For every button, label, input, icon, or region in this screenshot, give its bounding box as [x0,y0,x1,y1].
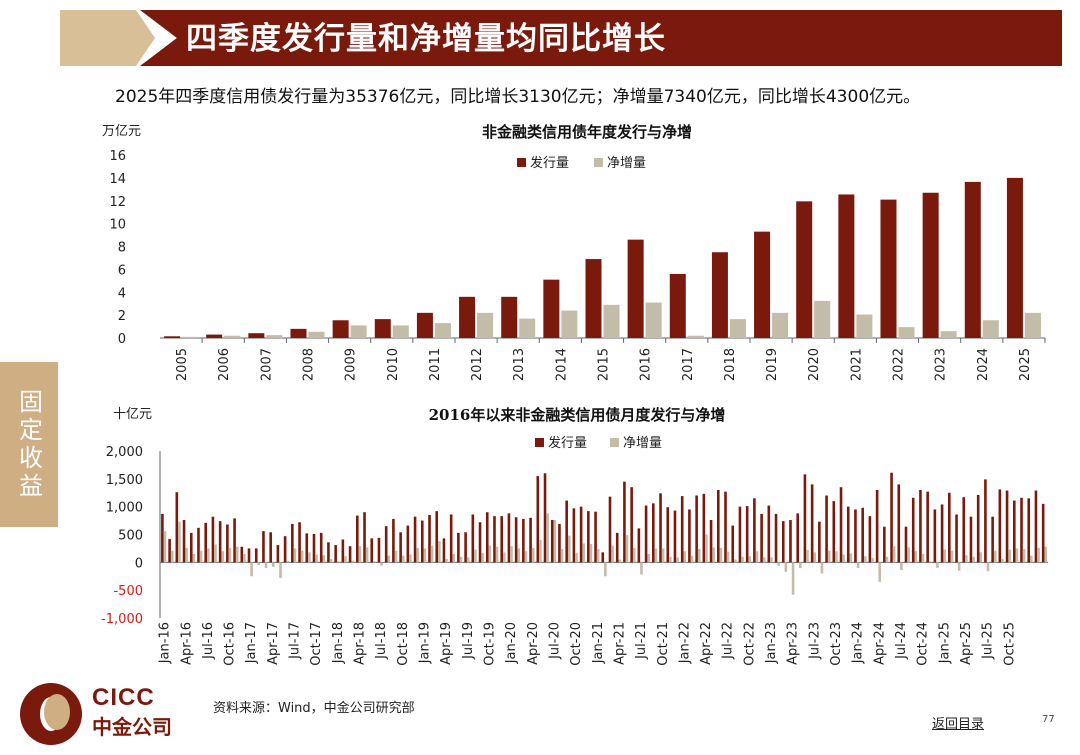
annual-y-tick-label: 10 [109,218,126,233]
annual-bar-net [687,335,704,338]
annual-bar-issuance [754,231,771,338]
annual-bar-issuance [459,296,476,338]
annual-y-unit: 万亿元 [102,124,141,139]
annual-x-tick-label: 2010 [386,348,401,381]
annual-bar-net [856,314,873,338]
annual-x-tick-label: 2013 [512,348,527,381]
header-banner [140,10,1062,66]
annual-bar-net [224,335,241,338]
annual-x-tick-label: 2011 [428,348,443,381]
annual-bar-net [434,323,451,338]
annual-x-tick-label: 2009 [344,348,359,381]
annual-y-tick-label: 16 [109,149,126,164]
annual-bar-issuance [796,201,813,338]
annual-bar-issuance [290,328,307,338]
annual-bar-net [814,300,831,338]
annual-bar-net [350,325,367,338]
annual-x-tick-label: 2007 [259,348,274,381]
annual-bar-issuance [164,336,181,338]
annual-bar-net [772,312,789,338]
annual-y-tick-label: 2 [118,309,126,324]
annual-x-tick-label: 2006 [217,348,232,381]
annual-bar-issuance [248,333,265,338]
header-gold-chevron [60,10,155,66]
source-note: 资料来源：Wind，中金公司研究部 [213,701,415,716]
annual-bar-issuance [1006,177,1023,338]
annual-bar-net [982,320,999,338]
annual-legend: 发行量 净增量 [517,155,646,171]
annual-bar-net [308,331,325,338]
annual-x-tick-label: 2020 [807,348,822,381]
annual-x-tick-label: 2025 [1018,348,1033,381]
logo-text-en: CICC [92,684,155,711]
annual-bar-issuance [206,334,223,338]
annual-bar-issuance [543,279,560,338]
annual-bar-net [1024,312,1041,338]
annual-y-tick-label: 6 [118,263,126,278]
annual-chart-title: 非金融类信用债年度发行与净增 [482,123,692,141]
annual-y-tick-label: 8 [118,241,126,256]
annual-bar-issuance [964,181,981,338]
annual-bar-issuance [880,199,897,338]
annual-x-tick-label: 2017 [681,348,696,381]
annual-x-tick-label: 2012 [470,348,485,381]
annual-bar-net [898,327,915,338]
annual-y-tick-label: 0 [118,332,126,347]
legend-swatch-issuance [517,158,526,167]
annual-x-tick-label: 2016 [639,348,654,381]
annual-x-tick-label: 2008 [302,348,317,381]
annual-bar-issuance [838,194,855,338]
annual-bar-net [519,318,536,338]
annual-x-tick-label: 2019 [765,348,780,381]
annual-bar-issuance [922,192,939,338]
annual-bar-net [182,336,199,338]
annual-y-tick-label: 12 [109,195,126,210]
annual-y-tick-label: 4 [118,286,126,301]
annual-bar-net [266,335,283,338]
annual-bar-issuance [416,312,433,338]
annual-x-tick-label: 2024 [976,348,991,381]
annual-x-tick-label: 2014 [554,348,569,381]
logo-text-cn: 中金公司 [92,715,172,739]
legend-label-net: 净增量 [607,156,646,171]
annual-x-tick-label: 2021 [849,348,864,381]
page-number: 77 [1042,714,1055,725]
annual-bar-net [645,302,662,338]
annual-bar-net [477,312,494,338]
annual-x-tick-label: 2018 [723,348,738,381]
side-section-tab[interactable]: 固定收益 [0,362,58,527]
annual-bar-issuance [585,259,602,338]
annual-bar-issuance [501,296,518,338]
annual-bar-issuance [627,239,644,338]
annual-bar-net [392,325,409,338]
annual-bar-net [561,310,578,338]
annual-x-tick-label: 2015 [597,348,612,381]
annual-bar-net [729,319,746,338]
summary-text: 2025年四季度信用债发行量为35376亿元，同比增长3130亿元；净增量734… [115,87,921,107]
annual-bar-net [603,304,620,338]
annual-bar-issuance [669,273,686,338]
legend-label-issuance: 发行量 [530,155,569,171]
annual-bar-issuance [711,252,728,338]
annual-x-tick-label: 2023 [934,348,949,381]
annual-bar-issuance [374,319,391,338]
annual-x-tick-label: 2005 [175,348,190,381]
annual-y-tick-label: 14 [109,172,126,187]
legend-swatch-net [594,158,603,167]
annual-x-tick-label: 2022 [892,348,907,381]
page-title: 四季度发行量和净增量均同比增长 [186,21,666,57]
cicc-logo-gold-icon [44,694,70,730]
annual-bar-net [940,331,957,338]
back-to-contents-link[interactable]: 返回目录 [932,717,985,732]
annual-bar-issuance [332,320,349,338]
